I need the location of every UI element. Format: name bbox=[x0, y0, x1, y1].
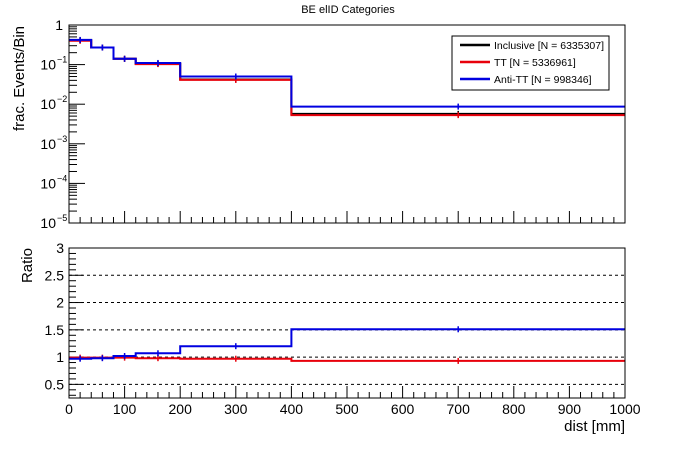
x-tick-labels: 0 100 200 300 400 500 600 700 800 900 1000 bbox=[65, 401, 641, 417]
top-y-tick-label: 10 bbox=[40, 136, 56, 152]
top-series-line-2 bbox=[69, 38, 625, 108]
x-tick-label: 300 bbox=[224, 401, 248, 417]
bottom-plot-frame bbox=[68, 247, 626, 399]
ratio-series-line-1 bbox=[69, 328, 625, 360]
y-axis-label-fraction: frac. Events/Bin bbox=[11, 26, 28, 131]
legend-item-tt: TT [N = 5336961] bbox=[460, 57, 576, 69]
top-y-tick-exponent: −1 bbox=[57, 55, 67, 65]
bottom-y-tick-label: 1.5 bbox=[45, 322, 65, 338]
ratio-series bbox=[69, 326, 625, 364]
x-tick-label: 0 bbox=[65, 401, 73, 417]
x-axis-label: dist [mm] bbox=[564, 418, 625, 435]
top-y-tick-label: 10 bbox=[40, 96, 56, 112]
top-y-tick-exponent: −2 bbox=[57, 94, 67, 104]
top-plot-frame bbox=[68, 24, 626, 224]
bottom-y-tick-labels: 0.5 1 1.5 2 2.5 3 bbox=[45, 240, 65, 392]
top-panel: BE elID Categories frac. Events/Bin 110−… bbox=[11, 4, 626, 231]
bottom-y-tick-label: 2.5 bbox=[45, 267, 65, 283]
top-y-tick-label: 10 bbox=[40, 215, 56, 231]
x-tick-label: 900 bbox=[558, 401, 582, 417]
legend: Inclusive [N = 6335307] TT [N = 5336961]… bbox=[451, 35, 610, 91]
top-y-tick-label: 10 bbox=[40, 175, 56, 191]
x-tick-label: 500 bbox=[335, 401, 359, 417]
top-y-tick-exponent: −3 bbox=[57, 134, 67, 144]
bottom-y-tick-label: 0.5 bbox=[45, 376, 65, 392]
legend-label-anti-tt: Anti-TT [N = 998346] bbox=[494, 74, 592, 86]
x-tick-label: 800 bbox=[502, 401, 526, 417]
chart-title: BE elID Categories bbox=[301, 4, 395, 16]
legend-label-inclusive: Inclusive [N = 6335307] bbox=[494, 40, 604, 52]
x-tick-label: 700 bbox=[447, 401, 471, 417]
x-tick-label: 1000 bbox=[609, 401, 640, 417]
x-tick-label: 100 bbox=[113, 401, 137, 417]
top-y-tick-labels: 110−110−210−310−410−5 bbox=[40, 17, 67, 231]
x-tick-label: 400 bbox=[280, 401, 304, 417]
legend-item-inclusive: Inclusive [N = 6335307] bbox=[460, 40, 604, 52]
legend-item-anti-tt: Anti-TT [N = 998346] bbox=[460, 74, 592, 86]
x-tick-label: 600 bbox=[391, 401, 415, 417]
x-tick-label: 200 bbox=[169, 401, 193, 417]
top-y-tick-label: 1 bbox=[55, 17, 63, 33]
top-y-tick-exponent: −5 bbox=[57, 213, 67, 223]
top-series bbox=[69, 36, 625, 119]
y-axis-label-ratio: Ratio bbox=[19, 248, 36, 283]
legend-label-tt: TT [N = 5336961] bbox=[494, 57, 576, 69]
top-axis-ticks bbox=[68, 24, 626, 224]
bottom-panel: Ratio 0.5 1 1.5 2 2.5 3 0 100 200 300 400 500 600 70… bbox=[19, 240, 641, 435]
bottom-y-tick-label: 1 bbox=[56, 349, 64, 365]
bottom-y-tick-label: 2 bbox=[56, 295, 64, 311]
bottom-axis-ticks bbox=[68, 247, 626, 398]
bottom-y-tick-label: 3 bbox=[56, 240, 64, 256]
top-y-tick-label: 10 bbox=[40, 57, 56, 73]
top-y-tick-exponent: −4 bbox=[57, 173, 67, 183]
ratio-series-line-0 bbox=[69, 356, 625, 362]
